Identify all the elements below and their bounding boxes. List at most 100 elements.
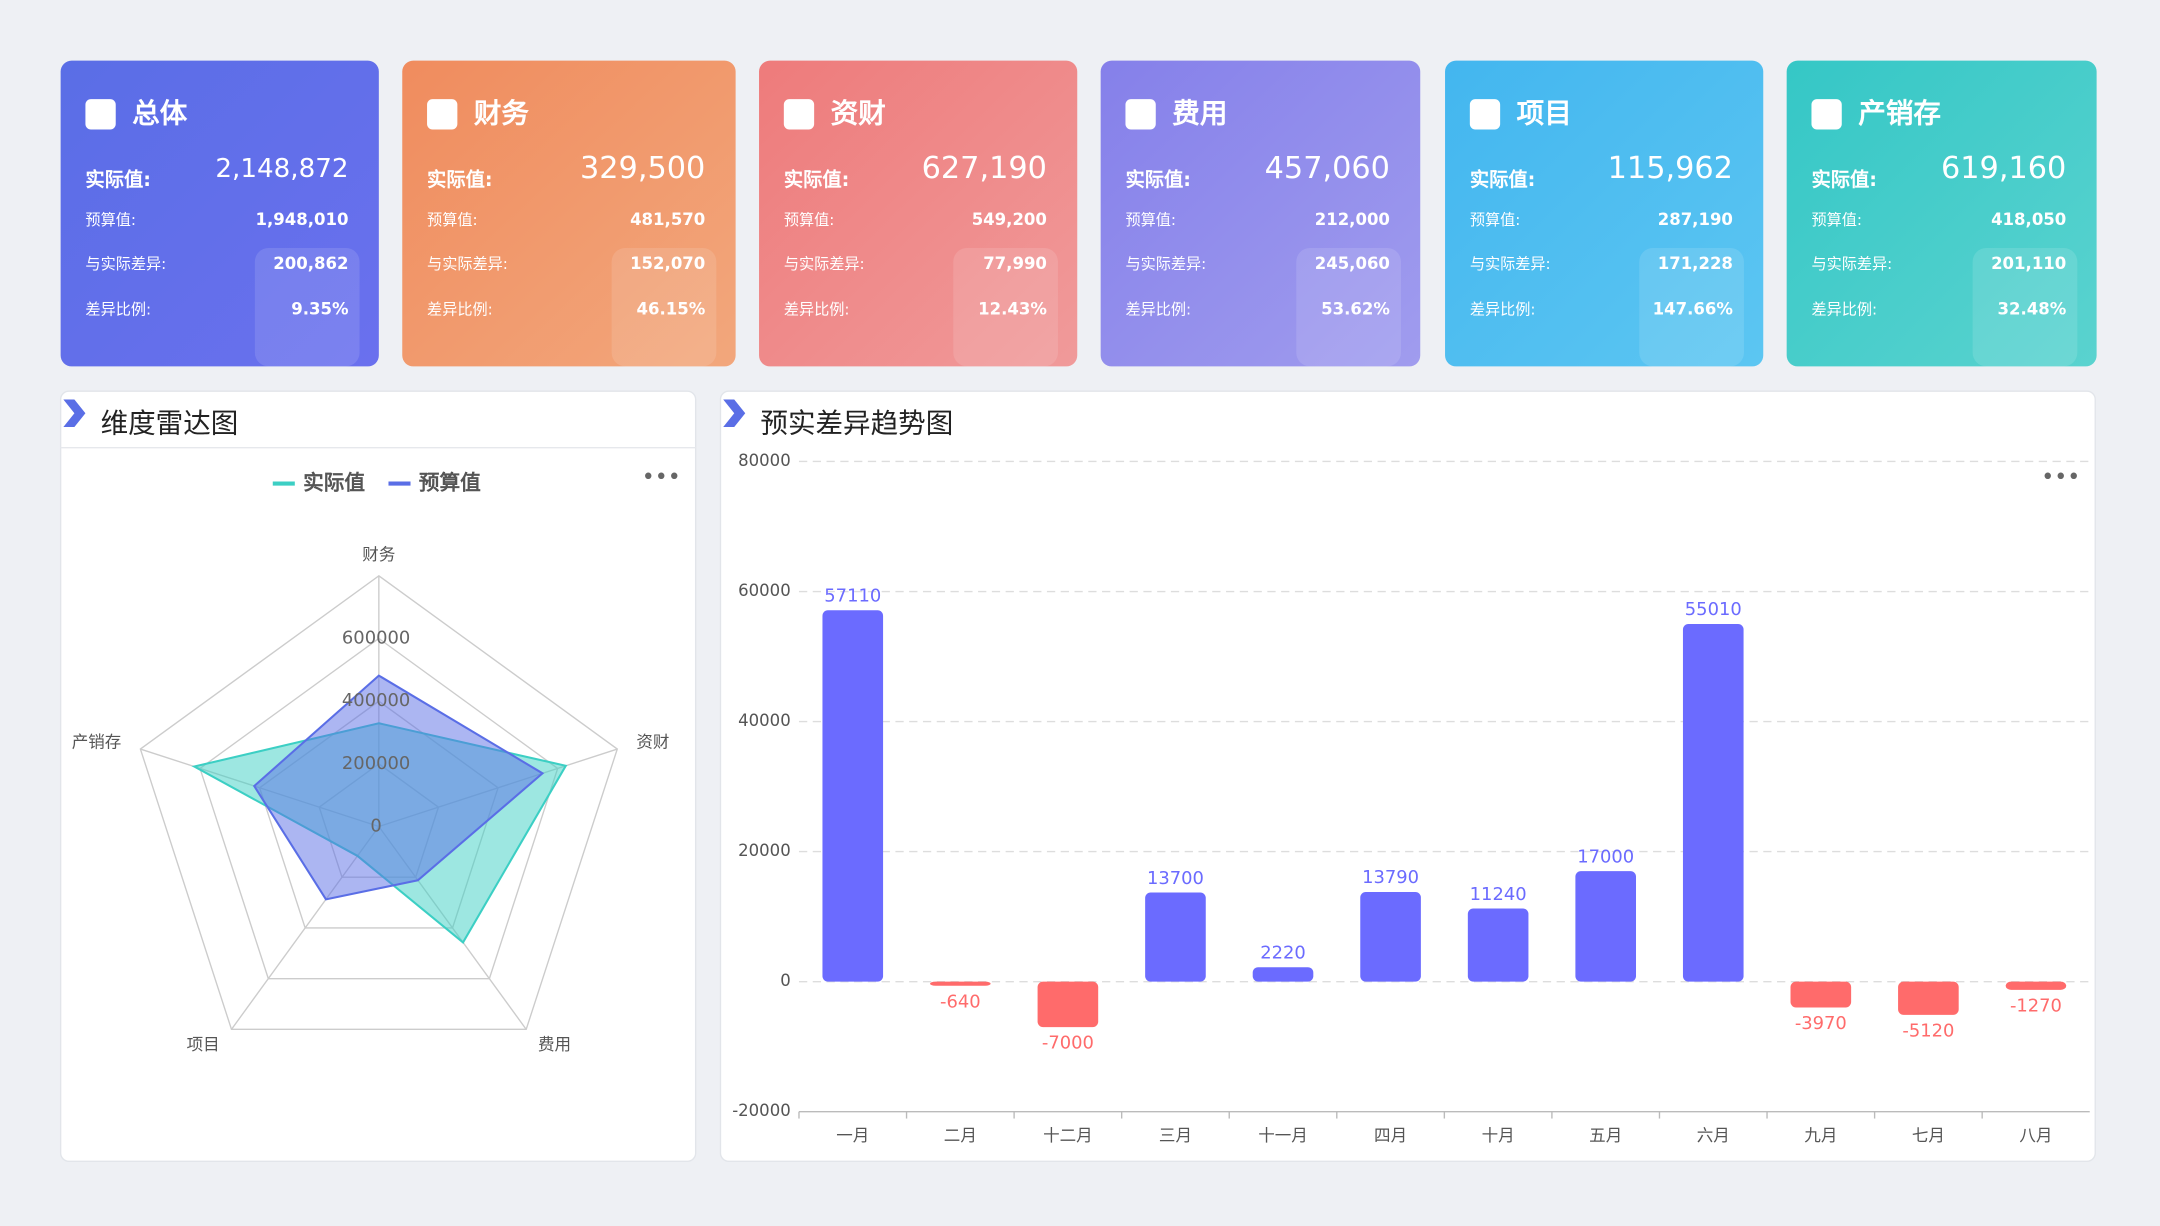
bar-label: 13790: [1362, 867, 1419, 888]
bar: [2005, 981, 2067, 990]
card-title: 项目: [1517, 97, 1572, 129]
budget-label: 预算值:: [427, 211, 478, 229]
bar-label: 11240: [1470, 884, 1527, 905]
card-watermark: [254, 247, 360, 367]
ratio-label: 差异比例:: [1470, 300, 1536, 318]
ratio-label: 差异比例:: [784, 300, 850, 318]
budget-label: 预算值:: [85, 211, 136, 229]
card: [402, 60, 736, 367]
x-tick-label: 四月: [1374, 1126, 1407, 1145]
diff-label: 与实际差异:: [1811, 255, 1892, 273]
actual-value: 115,962: [1608, 151, 1733, 186]
budget-value: 212,000: [1315, 210, 1390, 229]
card: [60, 60, 379, 367]
x-tick-label: 六月: [1697, 1126, 1730, 1145]
actual-label: 实际值:: [1470, 168, 1536, 191]
card-watermark: [611, 247, 717, 367]
bar: [1252, 967, 1314, 982]
card-title: 总体: [132, 97, 188, 129]
bar: [1682, 623, 1744, 982]
legend-label: 实际值: [303, 471, 365, 495]
ratio-label: 差异比例:: [1811, 300, 1877, 318]
card-icon: [85, 99, 116, 130]
card-title: 资财: [831, 97, 886, 129]
diff-label: 与实际差异:: [85, 255, 166, 273]
card-watermark: [1639, 247, 1744, 367]
card-title: 财务: [474, 97, 530, 129]
x-tick-label: 十月: [1482, 1126, 1515, 1145]
bar: [1575, 871, 1637, 982]
card-watermark: [1972, 247, 2078, 367]
card-icon: [783, 99, 815, 130]
bar-label: 17000: [1577, 846, 1634, 867]
x-tick-label: 七月: [1912, 1126, 1945, 1145]
actual-label: 实际值:: [427, 168, 493, 191]
ratio-value: 147.66%: [1653, 299, 1734, 318]
title-icon: [723, 399, 746, 428]
diff-value: 77,990: [983, 254, 1047, 273]
bar-label: -1270: [2010, 995, 2062, 1016]
radar-label: 项目: [187, 1035, 220, 1054]
menu[interactable]: •••: [2041, 465, 2080, 490]
y-tick-label: 40000: [738, 711, 791, 730]
y-tick-label: 20000: [738, 841, 791, 860]
bar: [1360, 891, 1421, 982]
bar: [1467, 908, 1529, 982]
y-tick-label: 80000: [738, 451, 791, 470]
budget-value: 549,200: [972, 210, 1047, 229]
actual-label: 实际值:: [85, 168, 151, 191]
x-tick-label: 二月: [944, 1126, 977, 1145]
actual-value: 627,190: [922, 151, 1047, 186]
ratio-label: 差异比例:: [427, 300, 493, 318]
bar-label: -3970: [1795, 1013, 1847, 1034]
bar: [1145, 892, 1206, 982]
ratio-value: 9.35%: [291, 299, 349, 318]
diff-value: 201,110: [1991, 254, 2066, 273]
bar-label: 57110: [824, 586, 881, 607]
radar-tick-label: 200000: [342, 753, 410, 774]
bar-label: 55010: [1685, 599, 1742, 620]
ratio-value: 32.48%: [1998, 299, 2067, 318]
card-icon: [427, 99, 458, 130]
diff-value: 171,228: [1658, 254, 1733, 273]
actual-label: 实际值:: [784, 168, 850, 191]
ratio-value: 12.43%: [978, 299, 1047, 318]
ratio-label: 差异比例:: [85, 300, 151, 318]
x-tick-label: 八月: [2019, 1126, 2052, 1145]
radar-tick-label: 0: [370, 816, 381, 837]
diff-value: 200,862: [273, 254, 348, 273]
x-tick-label: 一月: [836, 1126, 869, 1145]
actual-value: 457,060: [1265, 151, 1390, 186]
budget-value: 287,190: [1658, 210, 1733, 229]
budget-label: 预算值:: [1470, 211, 1521, 229]
card-icon: [1469, 99, 1501, 130]
bar-panel: [719, 390, 2096, 1162]
bar: [930, 981, 991, 986]
radar-ring: [139, 574, 619, 1031]
bar-label: 2220: [1260, 942, 1306, 963]
radar-label: 资财: [636, 732, 669, 751]
radar-tick-label: 600000: [342, 627, 410, 648]
bar: [822, 610, 884, 982]
radar-label: 费用: [538, 1035, 571, 1054]
radar-tick-label: 400000: [342, 690, 410, 711]
budget-value: 418,050: [1991, 210, 2066, 229]
x-tick-label: 九月: [1804, 1126, 1837, 1145]
bar: [1037, 981, 1099, 1028]
card: [1786, 60, 2097, 367]
legend-label: 预算值: [419, 471, 481, 495]
bar-label: -7000: [1042, 1033, 1094, 1054]
card: [1445, 60, 1764, 367]
bar: [1790, 981, 1852, 1008]
y-tick-label: -20000: [732, 1101, 791, 1120]
diff-label: 与实际差异:: [1470, 255, 1551, 273]
actual-label: 实际值:: [1125, 168, 1191, 191]
menu[interactable]: •••: [642, 465, 681, 490]
ratio-label: 差异比例:: [1125, 300, 1191, 318]
ratio-value: 46.15%: [637, 299, 706, 318]
radar-label: 财务: [362, 545, 395, 564]
diff-value: 245,060: [1315, 254, 1390, 273]
actual-value: 329,500: [580, 151, 705, 186]
budget-value: 1,948,010: [256, 210, 349, 229]
